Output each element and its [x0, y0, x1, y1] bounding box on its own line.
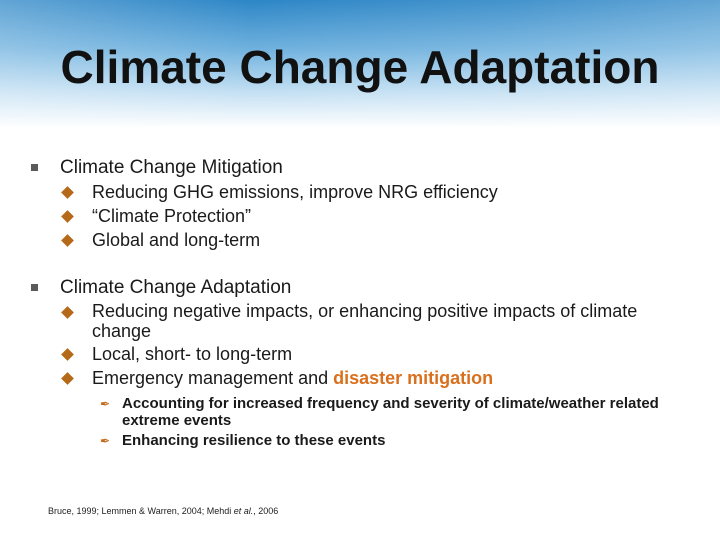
list-item-text: Reducing GHG emissions, improve NRG effi…	[92, 182, 498, 202]
square-bullet-icon	[31, 284, 38, 291]
list-item-text: Emergency management and	[92, 368, 334, 388]
sub-list-item: ✒ Accounting for increased frequency and …	[92, 395, 700, 429]
list-item: Local, short- to long-term	[60, 343, 700, 365]
citation: Bruce, 1999; Lemmen & Warren, 2004; Mehd…	[48, 506, 278, 516]
list-item: Emergency management and disaster mitiga…	[60, 367, 700, 389]
list-item: Reducing GHG emissions, improve NRG effi…	[60, 181, 700, 203]
diamond-bullet-icon	[61, 372, 74, 385]
list-item: “Climate Protection”	[60, 205, 700, 227]
pen-bullet-icon: ✒	[100, 397, 111, 411]
diamond-bullet-icon	[61, 234, 74, 247]
sub-list-item: ✒ Enhancing resilience to these events	[92, 432, 700, 449]
highlight-text: disaster mitigation	[333, 368, 494, 388]
diamond-bullet-icon	[61, 306, 74, 319]
list-item-text: Reducing negative impacts, or enhancing …	[92, 301, 638, 341]
slide-title: Climate Change Adaptation	[60, 41, 660, 93]
diamond-bullet-icon	[61, 348, 74, 361]
header-band	[0, 0, 720, 128]
section-adaptation: Climate Change Adaptation Reducing negat…	[31, 277, 700, 449]
sub-list-item-text: Enhancing resilience to these events	[122, 432, 386, 449]
diamond-bullet-icon	[61, 210, 74, 223]
citation-italic: et al.	[233, 506, 254, 516]
section-mitigation: Climate Change Mitigation Reducing GHG e…	[31, 157, 700, 251]
square-bullet-icon	[31, 164, 38, 171]
list-item-text: “Climate Protection”	[92, 206, 252, 226]
sub-list-item-text: Accounting for increased frequency and s…	[122, 395, 659, 429]
header-sheen	[0, 0, 720, 128]
section-heading: Climate Change Mitigation	[60, 157, 283, 178]
list-item: Reducing negative impacts, or enhancing …	[60, 301, 700, 341]
section-heading: Climate Change Adaptation	[60, 277, 292, 298]
pen-bullet-icon: ✒	[100, 434, 111, 448]
list-item: Global and long-term	[60, 229, 700, 251]
diamond-bullet-icon	[61, 186, 74, 199]
list-item-text: Global and long-term	[92, 230, 261, 250]
citation-text: Bruce, 1999; Lemmen & Warren, 2004; Mehd…	[48, 506, 234, 516]
citation-year: , 2006	[253, 506, 279, 516]
list-item-text: Local, short- to long-term	[92, 344, 293, 364]
